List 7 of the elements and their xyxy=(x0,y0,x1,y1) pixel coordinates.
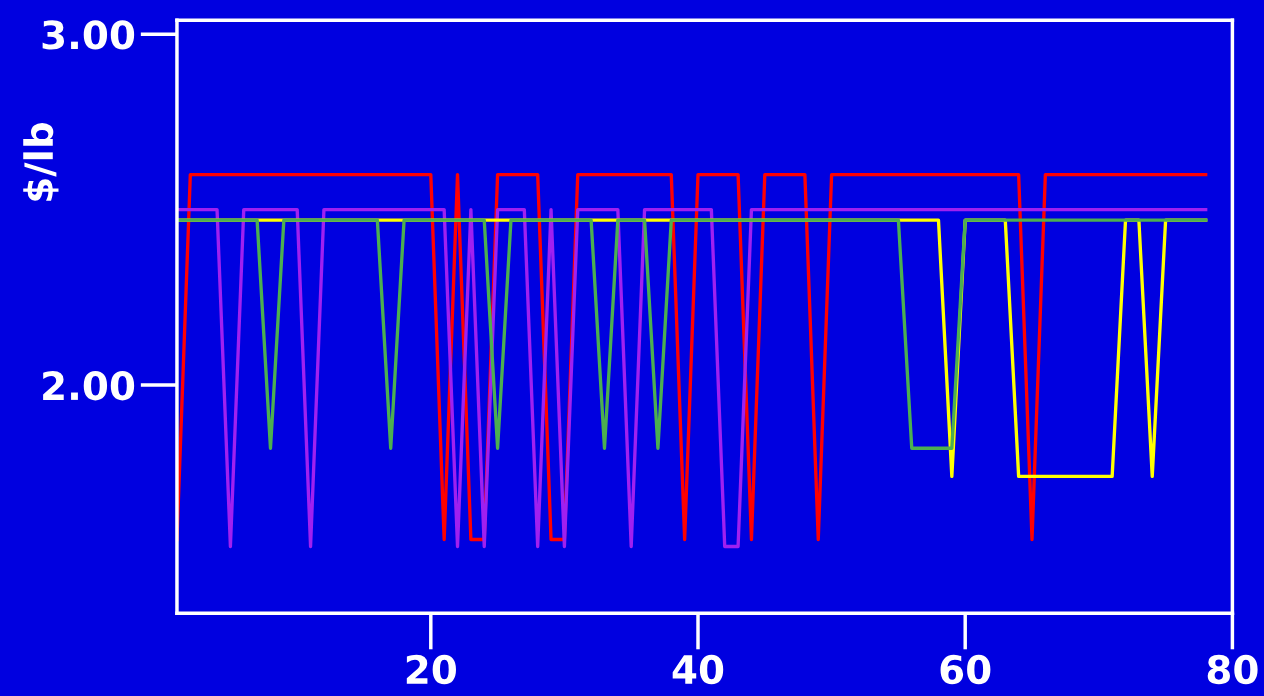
x-tick-label: 60 xyxy=(940,654,991,685)
x-tick-label: 40 xyxy=(672,654,724,685)
x-tick-label: 20 xyxy=(406,654,456,685)
y-tick-label: 2.00 xyxy=(43,371,135,401)
x-tick-label: 80 xyxy=(1207,654,1258,685)
y-axis-title: $/lb xyxy=(23,123,59,201)
y-tick-label: 3.00 xyxy=(42,20,135,50)
